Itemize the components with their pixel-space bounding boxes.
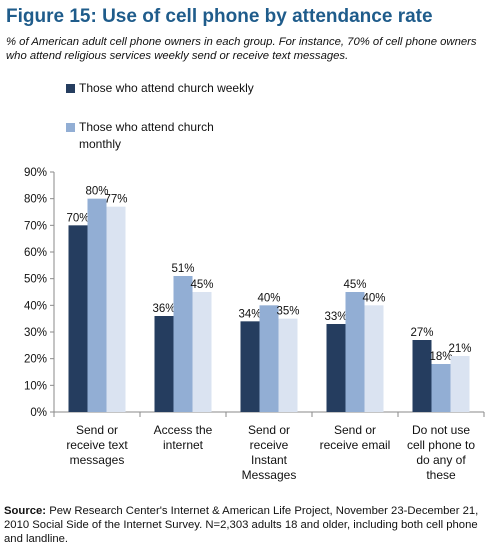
category-label-line: receive text [66,438,128,452]
category-label: Send or receive Instant Messages [242,423,297,482]
bar [278,318,298,412]
category-label: Send or receive email [320,423,391,452]
y-tick-label: 0% [30,407,47,419]
bar [106,206,126,412]
y-tick-label: 90% [24,167,47,179]
bar [192,292,212,412]
data-label: 51% [171,263,194,275]
legend-label-monthly: Those who attend church monthly [79,120,214,151]
legend-label-weekly: Those who attend church weekly [79,81,254,95]
category-label-line: receive email [320,438,391,452]
bar [87,198,107,412]
category-label-line: Instant [251,453,288,467]
category-label-line: messages [70,453,125,467]
legend-swatch-weekly [66,84,75,93]
data-label: 77% [104,194,127,206]
data-label: 40% [362,292,385,304]
y-tick-label: 10% [24,380,47,392]
source-text: Pew Research Center's Internet & America… [4,505,479,545]
legend-item-monthly: Those who attend church monthly [66,119,259,153]
y-tick-label: 20% [24,354,47,366]
category-label: Send or receive text messages [66,423,128,467]
data-label: 40% [257,292,280,304]
category-label-line: Send or [76,423,118,437]
data-label: 36% [152,303,175,315]
bar-chart: 0%10%20%30%40%50%60%70%80%90%70%80%77%Se… [24,167,485,482]
data-label: 33% [324,311,347,323]
category-label-line: do any of [416,453,466,467]
data-label: 45% [343,279,366,291]
category-label-line: these [426,468,456,482]
data-label: 45% [190,279,213,291]
category-label-line: Do not use [412,423,470,437]
category-label-line: cell phone to [407,438,475,452]
data-label: 70% [66,212,89,224]
bar [412,340,432,412]
bar [68,225,88,412]
y-tick-label: 30% [24,327,47,339]
data-label: 21% [448,343,471,355]
bar [326,324,346,412]
y-tick-label: 70% [24,220,47,232]
data-label: 80% [85,186,108,198]
y-tick-label: 40% [24,300,47,312]
category-label-line: Messages [242,468,297,482]
bar [431,364,451,412]
category-label: Access the internet [154,423,213,452]
y-tick-label: 50% [24,274,47,286]
bar [364,305,384,412]
data-label: 34% [238,308,261,320]
chart-subtitle: % of American adult cell phone owners in… [6,36,477,62]
category-label-line: Access the [154,423,213,437]
data-label: 35% [276,306,299,318]
chart-title: Figure 15: Use of cell phone by attendan… [6,6,433,27]
category-label-line: receive [250,438,289,452]
category-label: Do not use cell phone to do any of these [407,423,475,482]
bar [450,356,470,412]
category-label-line: internet [163,438,204,452]
legend-item-weekly: Those who attend church weekly [66,80,259,97]
data-label: 18% [429,351,452,363]
y-tick-label: 80% [24,194,47,206]
bar [154,316,174,412]
source-note: Source: Pew Research Center's Internet &… [4,504,492,546]
bar [259,305,279,412]
legend-swatch-monthly [66,123,75,132]
bar [173,276,193,412]
bar [345,292,365,412]
category-label-line: Send or [248,423,290,437]
data-label: 27% [410,327,433,339]
category-label-line: Send or [334,423,376,437]
bar [240,321,260,412]
source-label: Source: [4,505,47,517]
y-tick-label: 60% [24,247,47,259]
